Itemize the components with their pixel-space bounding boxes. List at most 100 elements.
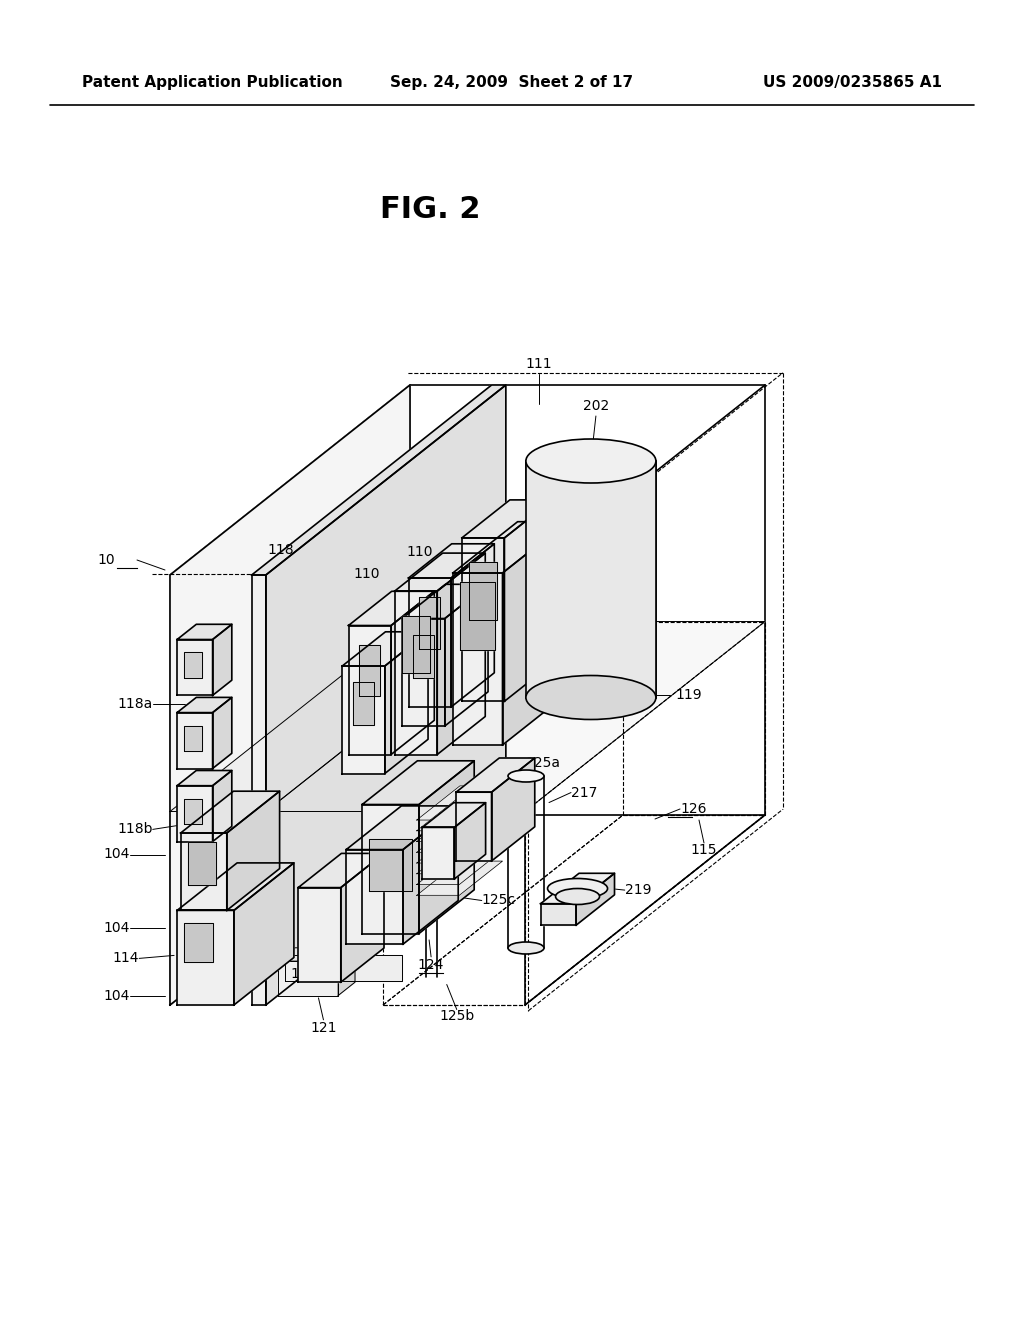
Polygon shape bbox=[413, 635, 434, 677]
Polygon shape bbox=[177, 785, 213, 842]
Text: 122: 122 bbox=[290, 968, 316, 981]
Polygon shape bbox=[417, 840, 503, 874]
Text: 202: 202 bbox=[583, 399, 609, 413]
Text: 123: 123 bbox=[414, 783, 440, 796]
Polygon shape bbox=[346, 807, 458, 850]
Polygon shape bbox=[402, 619, 444, 726]
Text: 118b: 118b bbox=[118, 822, 153, 837]
Polygon shape bbox=[401, 615, 430, 673]
Polygon shape bbox=[233, 863, 294, 1005]
Text: 125: 125 bbox=[385, 869, 411, 883]
Ellipse shape bbox=[526, 676, 656, 719]
Polygon shape bbox=[417, 829, 503, 863]
Ellipse shape bbox=[548, 879, 607, 899]
Text: FIG. 2: FIG. 2 bbox=[380, 195, 480, 224]
Polygon shape bbox=[456, 758, 535, 792]
Polygon shape bbox=[391, 591, 434, 755]
Text: 104: 104 bbox=[103, 990, 130, 1003]
Polygon shape bbox=[213, 624, 231, 696]
Polygon shape bbox=[402, 585, 488, 619]
Polygon shape bbox=[362, 760, 474, 804]
Polygon shape bbox=[180, 833, 226, 911]
Text: 134: 134 bbox=[548, 693, 573, 708]
Polygon shape bbox=[460, 582, 496, 651]
Text: 133: 133 bbox=[496, 816, 522, 830]
Text: 104: 104 bbox=[103, 847, 130, 862]
Text: 217: 217 bbox=[571, 785, 597, 800]
Text: 125a: 125a bbox=[525, 756, 560, 770]
Text: 118: 118 bbox=[267, 543, 294, 557]
Polygon shape bbox=[417, 785, 503, 820]
Text: 112: 112 bbox=[209, 845, 236, 858]
Polygon shape bbox=[184, 923, 213, 962]
Polygon shape bbox=[177, 911, 233, 1005]
Text: 118a: 118a bbox=[118, 697, 153, 711]
Polygon shape bbox=[423, 803, 485, 828]
Polygon shape bbox=[342, 667, 385, 774]
Polygon shape bbox=[444, 585, 488, 726]
Text: 125c: 125c bbox=[481, 894, 516, 908]
Polygon shape bbox=[213, 697, 231, 768]
Polygon shape bbox=[452, 544, 495, 708]
Polygon shape bbox=[170, 622, 506, 812]
Text: 10: 10 bbox=[97, 553, 115, 568]
Text: 126: 126 bbox=[680, 803, 707, 816]
Ellipse shape bbox=[526, 440, 656, 483]
Polygon shape bbox=[359, 645, 381, 697]
Polygon shape bbox=[278, 961, 338, 995]
Polygon shape bbox=[180, 791, 280, 833]
Polygon shape bbox=[469, 562, 498, 619]
Polygon shape bbox=[394, 553, 485, 591]
Polygon shape bbox=[417, 808, 503, 842]
Ellipse shape bbox=[508, 942, 544, 954]
Polygon shape bbox=[362, 804, 419, 933]
Polygon shape bbox=[423, 828, 455, 879]
Polygon shape bbox=[353, 682, 374, 725]
Polygon shape bbox=[177, 624, 231, 639]
Polygon shape bbox=[417, 796, 503, 830]
Polygon shape bbox=[455, 803, 485, 879]
Polygon shape bbox=[177, 639, 213, 696]
Polygon shape bbox=[370, 840, 412, 891]
Polygon shape bbox=[419, 598, 440, 649]
Polygon shape bbox=[213, 771, 231, 842]
Polygon shape bbox=[184, 726, 202, 751]
Polygon shape bbox=[492, 758, 535, 861]
Text: 121: 121 bbox=[310, 1020, 337, 1035]
Text: 114: 114 bbox=[113, 952, 139, 965]
Polygon shape bbox=[177, 771, 231, 785]
Polygon shape bbox=[577, 874, 614, 925]
Text: 110: 110 bbox=[353, 568, 380, 581]
Polygon shape bbox=[285, 956, 402, 981]
Text: 105: 105 bbox=[471, 528, 498, 541]
Text: 119: 119 bbox=[675, 688, 701, 702]
Polygon shape bbox=[266, 385, 506, 1005]
Polygon shape bbox=[184, 652, 202, 678]
Polygon shape bbox=[409, 544, 495, 578]
Polygon shape bbox=[453, 521, 567, 573]
Polygon shape bbox=[177, 697, 231, 713]
Polygon shape bbox=[348, 591, 434, 626]
Polygon shape bbox=[348, 626, 391, 755]
Polygon shape bbox=[541, 874, 614, 904]
Polygon shape bbox=[409, 578, 452, 708]
Polygon shape bbox=[252, 576, 266, 1005]
Text: Sep. 24, 2009  Sheet 2 of 17: Sep. 24, 2009 Sheet 2 of 17 bbox=[390, 74, 634, 90]
Polygon shape bbox=[541, 904, 577, 925]
Polygon shape bbox=[226, 791, 280, 911]
Polygon shape bbox=[394, 591, 437, 755]
Text: 125b: 125b bbox=[439, 1010, 474, 1023]
Polygon shape bbox=[417, 850, 503, 884]
Polygon shape bbox=[298, 854, 384, 887]
Polygon shape bbox=[341, 854, 384, 982]
Polygon shape bbox=[462, 537, 505, 701]
Polygon shape bbox=[252, 385, 506, 576]
Polygon shape bbox=[170, 385, 410, 1005]
Text: 111: 111 bbox=[525, 356, 552, 371]
Polygon shape bbox=[419, 760, 474, 933]
Polygon shape bbox=[503, 521, 567, 744]
Polygon shape bbox=[437, 553, 485, 755]
Text: 219: 219 bbox=[625, 883, 651, 898]
Bar bbox=[526, 461, 656, 697]
Ellipse shape bbox=[556, 888, 599, 904]
